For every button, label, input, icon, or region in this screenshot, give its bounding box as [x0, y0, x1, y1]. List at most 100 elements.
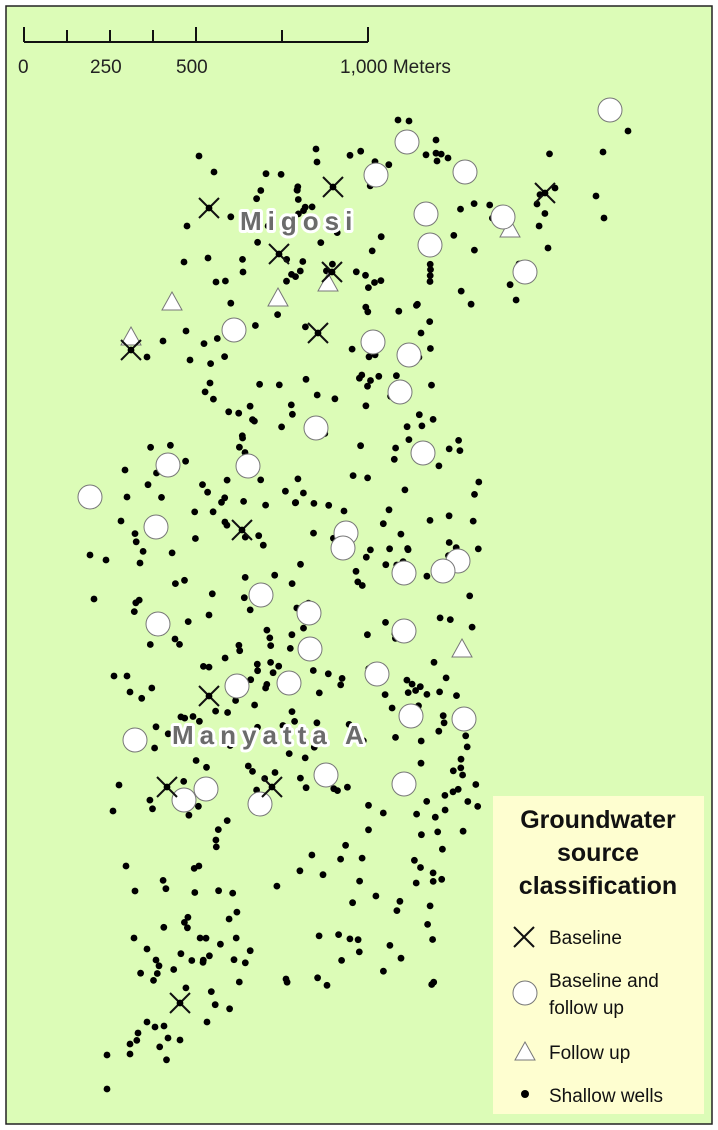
follow-up-triangle	[161, 290, 183, 311]
shallow-well-dot	[274, 311, 281, 318]
shallow-well-dot	[302, 784, 310, 792]
baseline-follow-up-circle	[512, 259, 538, 285]
shallow-well-dot	[403, 423, 411, 431]
shallow-well-dot	[600, 214, 608, 222]
shallow-well-dot	[302, 375, 310, 383]
shallow-well-dot	[379, 520, 387, 528]
shallow-well-dot	[164, 1034, 172, 1042]
shallow-well-dot	[333, 229, 341, 237]
shallow-well-dot	[434, 828, 442, 836]
legend-title-line-2: source	[557, 839, 639, 867]
shallow-well-dot	[454, 785, 462, 793]
shallow-well-dot	[349, 472, 357, 479]
shallow-well-dot	[288, 580, 296, 587]
shallow-well-dot	[223, 476, 231, 484]
shallow-well-dot	[221, 654, 229, 662]
shallow-well-dot	[246, 606, 254, 614]
shallow-well-dot	[247, 676, 255, 684]
shallow-well-dot	[424, 921, 431, 928]
shallow-well-dot	[426, 318, 434, 325]
shallow-well-dot	[263, 626, 271, 634]
shallow-well-dot	[471, 246, 478, 254]
shallow-well-dot	[160, 923, 168, 931]
shallow-well-dot	[232, 934, 240, 942]
shallow-well-dot	[404, 545, 411, 552]
legend-dot-icon	[521, 1090, 529, 1098]
shallow-well-dot	[436, 688, 443, 696]
shallow-well-dot	[283, 978, 291, 986]
shallow-well-dot	[386, 942, 394, 949]
shallow-well-dot	[432, 149, 440, 157]
legend: Groundwater source classification Baseli…	[493, 796, 704, 1114]
shallow-well-dot	[453, 692, 460, 699]
shallow-well-dot	[466, 592, 474, 600]
shallow-well-dot	[214, 826, 222, 833]
shallow-well-dot	[381, 691, 389, 698]
shallow-well-dot	[358, 371, 366, 379]
shallow-well-dot	[357, 147, 365, 155]
shallow-well-dot	[286, 645, 294, 652]
baseline-follow-up-circle	[451, 706, 477, 732]
shallow-well-dot	[438, 875, 446, 883]
shallow-well-dot	[222, 277, 229, 285]
shallow-well-dot	[134, 1029, 142, 1037]
shallow-well-dot	[301, 754, 309, 762]
shallow-well-dot	[506, 281, 514, 289]
baseline-follow-up-circle	[122, 727, 148, 753]
shallow-well-dot	[123, 493, 131, 501]
shallow-well-dot	[184, 618, 192, 625]
shallow-well-dot	[253, 660, 261, 668]
shallow-well-dot	[188, 957, 196, 964]
shallow-well-dot	[267, 659, 274, 666]
shallow-well-dot	[155, 962, 163, 970]
shallow-well-dot	[103, 1085, 111, 1093]
shallow-well-dot	[430, 978, 438, 986]
shallow-well-dot	[418, 422, 426, 430]
shallow-well-dot	[177, 950, 185, 958]
shallow-well-dot	[413, 810, 420, 818]
shallow-well-dot	[191, 508, 199, 516]
shallow-well-dot	[235, 409, 243, 417]
baseline-cross-well-dot	[268, 783, 276, 791]
shallow-well-dot	[233, 908, 241, 916]
shallow-well-dot	[133, 1037, 141, 1044]
shallow-well-dot	[240, 594, 248, 602]
shallow-well-dot	[457, 764, 465, 772]
shallow-well-dot	[315, 932, 323, 940]
shallow-well-dot	[235, 641, 243, 649]
shallow-well-dot	[171, 635, 179, 643]
shallow-well-dot	[252, 322, 259, 329]
shallow-well-dot	[405, 436, 413, 443]
shallow-well-dot	[297, 560, 304, 568]
shallow-well-dot	[338, 957, 345, 964]
shallow-well-dot	[394, 116, 402, 124]
shallow-well-dot	[449, 788, 457, 796]
shallow-well-dot	[472, 781, 480, 788]
shallow-well-dot	[445, 539, 453, 546]
shallow-well-dot	[445, 445, 453, 453]
shallow-well-dot	[196, 934, 204, 942]
shallow-well-dot	[151, 1023, 159, 1031]
shallow-well-dot	[471, 491, 478, 498]
shallow-well-dot	[442, 674, 450, 682]
shallow-well-dot	[379, 809, 387, 817]
shallow-well-dot	[459, 827, 467, 835]
shallow-well-dot	[182, 327, 190, 335]
shallow-well-dot	[599, 148, 607, 156]
shallow-well-dot	[148, 684, 156, 692]
shallow-well-dot	[212, 836, 220, 844]
shallow-well-dot	[313, 158, 321, 166]
shallow-well-dot	[411, 856, 418, 864]
shallow-well-dot	[168, 549, 176, 557]
shallow-well-dot	[362, 553, 370, 561]
shallow-well-dot	[223, 521, 231, 529]
shallow-well-dot	[177, 713, 185, 721]
shallow-well-dot	[439, 845, 446, 853]
baseline-cross-well-dot	[163, 783, 171, 791]
shallow-well-dot	[423, 572, 431, 580]
shallow-well-dot	[209, 508, 217, 516]
shallow-well-dot	[349, 899, 356, 907]
follow-up-triangle	[120, 325, 142, 346]
shallow-well-dot	[344, 783, 351, 791]
shallow-well-dot	[397, 530, 405, 538]
